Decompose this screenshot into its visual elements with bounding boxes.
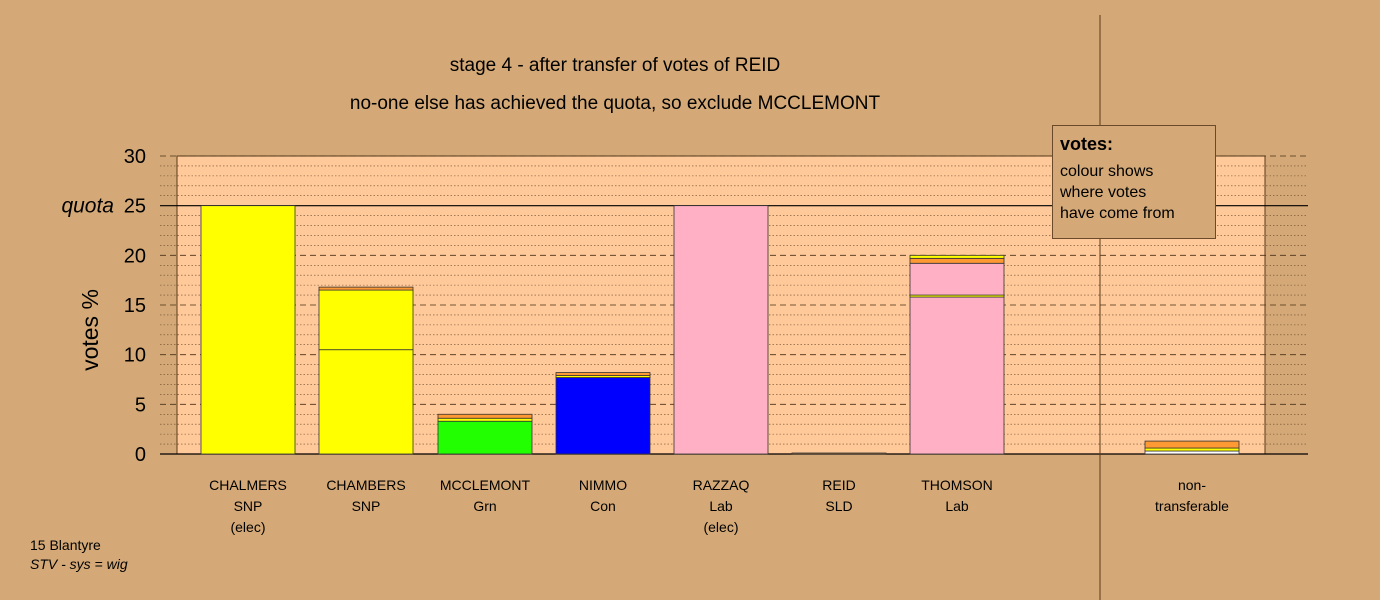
x-tick-label: SNP xyxy=(352,498,381,514)
x-tick-label: THOMSON xyxy=(921,477,993,493)
bar-segment xyxy=(1144,447,1240,452)
y-tick-label: 5 xyxy=(135,394,146,416)
x-tick-label: transferable xyxy=(1155,498,1229,514)
bar-segment xyxy=(1144,450,1240,455)
bar-segment xyxy=(437,420,533,455)
x-tick-label: SLD xyxy=(825,498,852,514)
bar-segment xyxy=(437,417,533,422)
footer-constituency: 15 Blantyre xyxy=(30,537,101,553)
quota-label: quota xyxy=(61,195,114,218)
x-tick-label: Grn xyxy=(473,498,496,514)
bar-segment xyxy=(555,377,651,455)
x-tick-label: (elec) xyxy=(703,519,738,535)
y-tick-label: 0 xyxy=(135,444,146,466)
bar-segment xyxy=(909,257,1005,264)
legend: votes: colour shows where votes have com… xyxy=(1052,125,1216,239)
y-tick-label: 10 xyxy=(124,345,146,367)
x-tick-label: Con xyxy=(590,498,616,514)
x-tick-label: non- xyxy=(1178,477,1206,493)
bar-segment xyxy=(1144,440,1240,449)
bar-segment xyxy=(673,205,769,455)
x-tick-label: Lab xyxy=(709,498,733,514)
bar-segment xyxy=(909,254,1005,259)
bar-segment xyxy=(909,262,1005,296)
x-tick-label: REID xyxy=(822,477,855,493)
bar-segment xyxy=(437,413,533,419)
footer-system: STV - sys = wig xyxy=(30,556,128,572)
x-tick-label: (elec) xyxy=(230,519,265,535)
y-tick-label: 20 xyxy=(124,245,146,267)
y-tick-label: 15 xyxy=(124,295,146,317)
chart-title: stage 4 - after transfer of votes of REI… xyxy=(449,55,781,76)
legend-title: votes: xyxy=(1060,134,1114,154)
y-tick-label: 25 xyxy=(124,196,146,218)
x-tick-label: NIMMO xyxy=(579,477,627,493)
bar-segment xyxy=(318,286,414,291)
x-tick-label: SNP xyxy=(234,498,263,514)
legend-line: colour shows xyxy=(1060,163,1154,180)
bar-segment xyxy=(318,349,414,455)
chart-subtitle: no-one else has achieved the quota, so e… xyxy=(349,93,881,114)
bar-segment xyxy=(318,289,414,351)
x-tick-label: CHAMBERS xyxy=(326,477,405,493)
legend-line: where votes xyxy=(1060,184,1147,201)
legend-line: have come from xyxy=(1060,205,1175,222)
bar-segment xyxy=(200,205,296,455)
y-tick-label: 30 xyxy=(124,146,146,168)
bar-segment xyxy=(555,372,651,376)
x-tick-label: MCCLEMONT xyxy=(440,477,531,493)
bar-segment xyxy=(909,296,1005,455)
x-tick-label: RAZZAQ xyxy=(693,477,750,493)
y-axis-label: votes % xyxy=(77,289,103,371)
bar-segment xyxy=(791,452,887,455)
x-tick-label: Lab xyxy=(945,498,969,514)
x-tick-label: CHALMERS xyxy=(209,477,287,493)
